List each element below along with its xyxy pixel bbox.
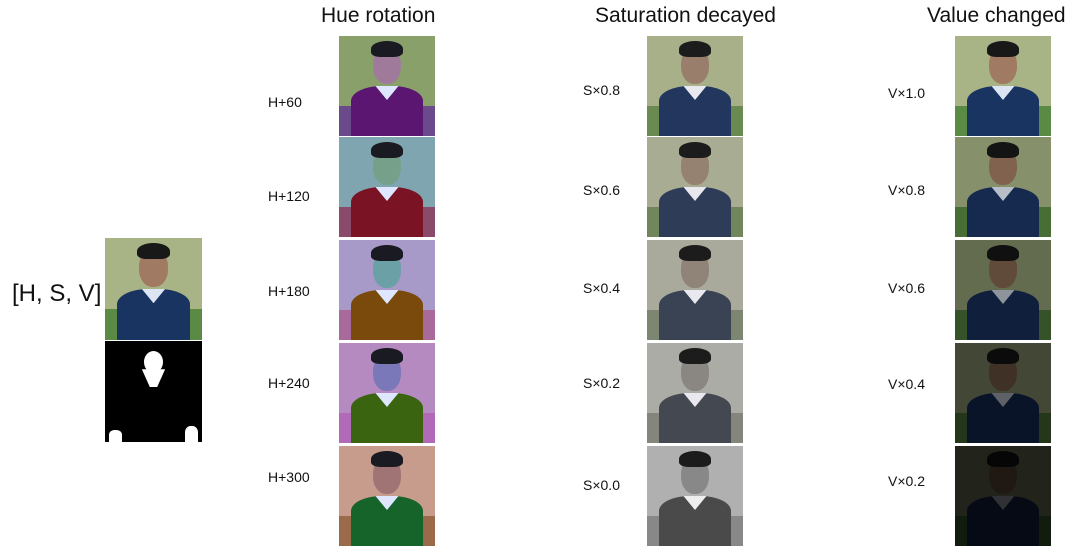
value-augmented-photo bbox=[955, 446, 1051, 546]
hue-row-label: H+300 bbox=[268, 469, 310, 485]
photo-hair bbox=[678, 245, 712, 261]
hsv-input-label: [H, S, V] bbox=[12, 280, 102, 307]
photo-hair bbox=[986, 245, 1020, 261]
value-augmented-photo bbox=[955, 240, 1051, 340]
value-changed-title: Value changed bbox=[927, 4, 1066, 27]
mask-head-region bbox=[143, 351, 164, 374]
saturation-row-label: S×0.0 bbox=[583, 477, 620, 493]
photo-hair bbox=[678, 41, 712, 57]
hue-row-label: H+240 bbox=[268, 375, 310, 391]
photo-hair bbox=[370, 348, 404, 364]
photo-hair bbox=[370, 142, 404, 158]
photo-hair bbox=[986, 451, 1020, 467]
photo-hair bbox=[370, 41, 404, 57]
saturation-row-label: S×0.8 bbox=[583, 82, 620, 98]
saturation-augmented-photo bbox=[647, 343, 743, 443]
hue-row-label: H+180 bbox=[268, 283, 310, 299]
photo-hair bbox=[986, 41, 1020, 57]
saturation-augmented-photo bbox=[647, 240, 743, 340]
hue-augmented-photo bbox=[339, 36, 435, 136]
photo-hair bbox=[678, 451, 712, 467]
saturation-augmented-photo bbox=[647, 446, 743, 546]
mask-left-blob bbox=[108, 429, 123, 442]
photo-hair bbox=[986, 348, 1020, 364]
value-row-label: V×1.0 bbox=[888, 85, 925, 101]
value-row-label: V×0.4 bbox=[888, 376, 925, 392]
value-augmented-photo bbox=[955, 36, 1051, 136]
mask-right-blob bbox=[184, 425, 199, 442]
foreground-mask bbox=[105, 341, 202, 442]
hue-augmented-photo bbox=[339, 137, 435, 237]
photo-hair bbox=[678, 348, 712, 364]
mask-neck-region bbox=[141, 369, 166, 388]
hue-row-label: H+120 bbox=[268, 188, 310, 204]
hue-augmented-photo bbox=[339, 240, 435, 340]
saturation-row-label: S×0.6 bbox=[583, 182, 620, 198]
input-photo bbox=[105, 238, 202, 340]
hue-augmented-photo bbox=[339, 446, 435, 546]
photo-hair bbox=[370, 245, 404, 261]
photo-hair bbox=[678, 142, 712, 158]
hue-row-label: H+60 bbox=[268, 94, 302, 110]
photo-hair bbox=[137, 243, 170, 260]
value-row-label: V×0.8 bbox=[888, 182, 925, 198]
value-augmented-photo bbox=[955, 137, 1051, 237]
saturation-augmented-photo bbox=[647, 36, 743, 136]
saturation-augmented-photo bbox=[647, 137, 743, 237]
value-augmented-photo bbox=[955, 343, 1051, 443]
photo-hair bbox=[986, 142, 1020, 158]
hue-augmented-photo bbox=[339, 343, 435, 443]
value-row-label: V×0.6 bbox=[888, 280, 925, 296]
photo-hair bbox=[370, 451, 404, 467]
saturation-decayed-title: Saturation decayed bbox=[595, 4, 776, 27]
hue-rotation-title: Hue rotation bbox=[321, 4, 436, 27]
saturation-row-label: S×0.4 bbox=[583, 280, 620, 296]
saturation-row-label: S×0.2 bbox=[583, 375, 620, 391]
value-row-label: V×0.2 bbox=[888, 473, 925, 489]
